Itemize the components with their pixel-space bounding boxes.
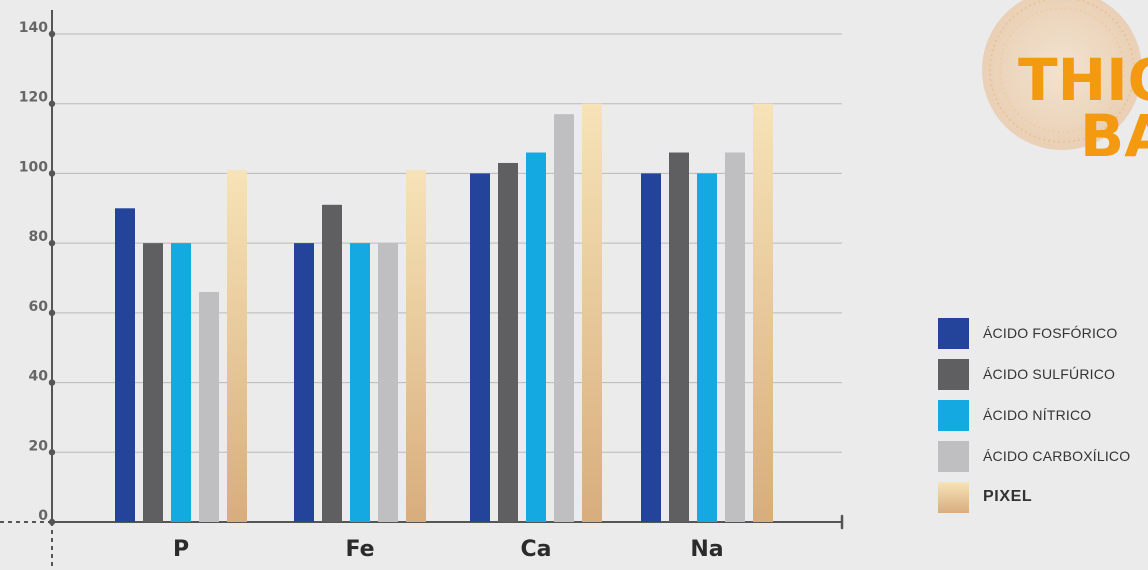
legend-item: ÁCIDO CARBOXÍLICO xyxy=(938,439,1130,473)
legend-swatch xyxy=(938,481,969,513)
logo: THIO BA xyxy=(976,0,1148,182)
x-category-label: Ca xyxy=(521,537,552,562)
labels: 0 20 40 60 80 100 120 140 P Fe Ca Na xyxy=(19,20,724,562)
bar-p-2 xyxy=(171,243,191,522)
y-tick-label: 40 xyxy=(29,369,49,385)
legend-label: ÁCIDO NÍTRICO xyxy=(983,407,1092,423)
legend-swatch xyxy=(938,440,969,472)
legend-item: ÁCIDO NÍTRICO xyxy=(938,398,1130,432)
bar-ca-2 xyxy=(526,152,546,522)
legend-label: ÁCIDO CARBOXÍLICO xyxy=(983,448,1131,464)
bar-fe-0 xyxy=(294,243,314,522)
bar-p-4 xyxy=(227,169,247,522)
chart-legend: ÁCIDO FOSFÓRICO ÁCIDO SULFÚRICO ÁCIDO NÍTR… xyxy=(938,316,1130,521)
bar-ca-0 xyxy=(470,173,490,522)
grid-lines xyxy=(52,33,842,453)
legend-swatch xyxy=(938,358,969,390)
legend-label: ÁCIDO FOSFÓRICO xyxy=(983,325,1118,341)
logo-text-line1: THIO xyxy=(1018,46,1148,114)
x-category-label: P xyxy=(173,537,189,562)
y-tick-label: 60 xyxy=(29,299,49,315)
logo-graphic: THIO BA xyxy=(982,0,1148,170)
bar-na-4 xyxy=(753,103,773,522)
bar-fe-3 xyxy=(378,243,398,522)
bar-fe-4 xyxy=(406,169,426,522)
bar-fe-1 xyxy=(322,204,342,523)
legend-item: ÁCIDO SULFÚRICO xyxy=(938,357,1130,391)
logo-text-line2: BA xyxy=(1080,102,1148,170)
legend-swatch xyxy=(938,399,969,431)
bar-ca-1 xyxy=(498,162,518,522)
y-tick-label: 20 xyxy=(29,438,49,454)
legend-item: ÁCIDO FOSFÓRICO xyxy=(938,316,1130,350)
bar-p-3 xyxy=(199,291,219,522)
bars xyxy=(115,103,773,523)
legend-label: PIXEL xyxy=(983,488,1033,505)
legend-swatch xyxy=(938,317,969,349)
legend-label: ÁCIDO SULFÚRICO xyxy=(983,366,1116,382)
x-category-label: Na xyxy=(690,537,723,562)
bar-na-2 xyxy=(697,173,717,522)
y-tick-label: 100 xyxy=(19,159,48,175)
bar-ca-4 xyxy=(582,103,602,522)
y-tick-label: 0 xyxy=(38,508,48,524)
bar-na-0 xyxy=(641,173,661,522)
legend-item: PIXEL xyxy=(938,480,1130,514)
y-tick-label: 120 xyxy=(19,90,48,106)
bar-p-0 xyxy=(115,208,135,523)
bar-p-1 xyxy=(143,243,163,522)
y-tick-label: 80 xyxy=(29,229,49,245)
y-tick-label: 140 xyxy=(19,20,48,36)
bar-ca-3 xyxy=(554,114,574,523)
bar-na-1 xyxy=(669,152,689,522)
bar-fe-2 xyxy=(350,243,370,522)
bar-na-3 xyxy=(725,152,745,522)
x-category-label: Fe xyxy=(345,537,374,562)
